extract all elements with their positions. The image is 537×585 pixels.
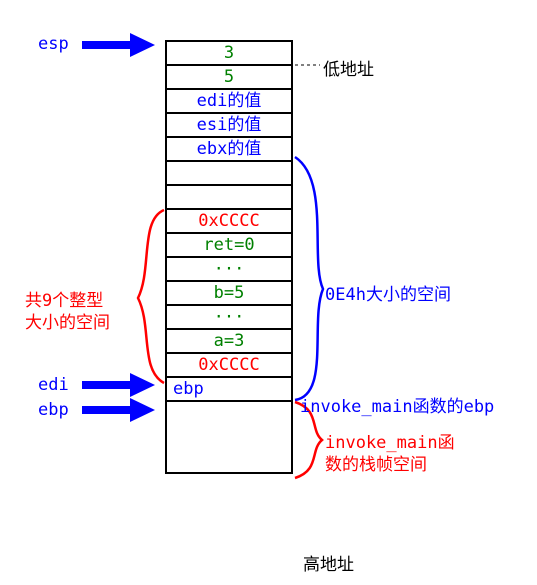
cell-ret: ret=0 [165, 232, 293, 256]
left-note2: 大小的空间 [25, 308, 110, 333]
low-addr-label: 低地址 [323, 55, 374, 80]
ebp-label: ebp [38, 400, 69, 420]
esp-label: esp [38, 34, 69, 54]
cell-dots2: ··· [165, 304, 293, 328]
brace-9int [138, 210, 164, 383]
esp-arrow [82, 33, 155, 57]
cell-3: 3 [165, 40, 293, 64]
cell-a: a=3 [165, 328, 293, 352]
cell-empty2 [165, 184, 293, 208]
cell-ebx: ebx的值 [165, 136, 293, 160]
cell-b: b=5 [165, 280, 293, 304]
cell-edi: edi的值 [165, 88, 293, 112]
edi-label: edi [38, 375, 69, 395]
invoke-frame-label2: 数的栈帧空间 [325, 450, 427, 475]
invoke-ebp-label: invoke_main函数的ebp [300, 392, 494, 417]
cell-empty1 [165, 160, 293, 184]
edi-arrow [82, 373, 155, 397]
cell-cccc-bot: 0xCCCC [165, 352, 293, 376]
stack: 3 5 edi的值 esi的值 ebx的值 0xCCCC ret=0 ··· b… [165, 40, 293, 474]
high-addr-label: 高地址 [303, 550, 354, 575]
cell-esi: esi的值 [165, 112, 293, 136]
brace-0e4h [295, 157, 323, 400]
ebp-arrow [82, 398, 155, 422]
cell-dots1: ··· [165, 256, 293, 280]
cell-invoke-frame [165, 400, 293, 474]
cell-cccc-top: 0xCCCC [165, 208, 293, 232]
space-0e4h-label: 0E4h大小的空间 [325, 280, 451, 305]
cell-5: 5 [165, 64, 293, 88]
cell-ebp: ebp [165, 376, 293, 400]
